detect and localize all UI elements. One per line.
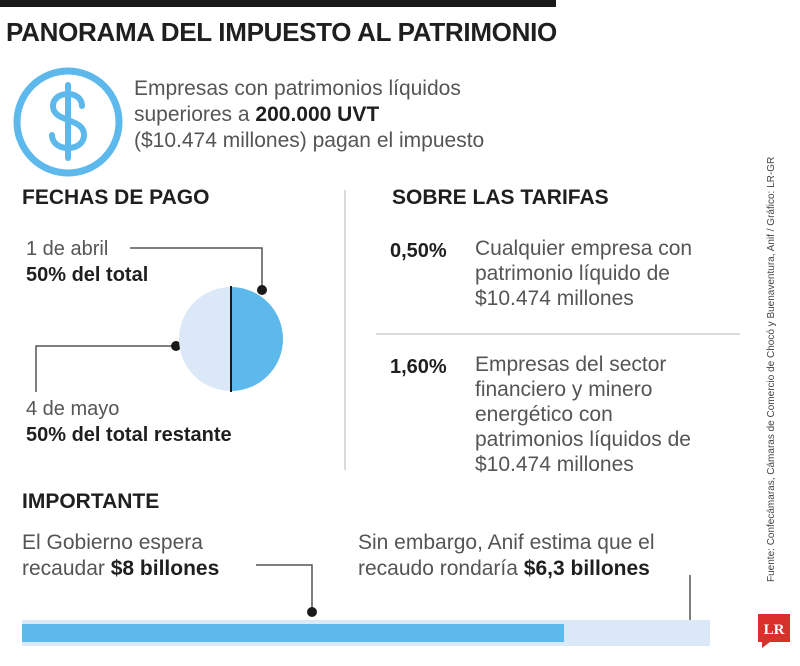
top-bar xyxy=(0,0,556,7)
rate-general-description: Cualquier empresa con patrimonio líquido… xyxy=(475,237,693,310)
anif-bar xyxy=(22,624,564,642)
importante-heading: IMPORTANTE xyxy=(22,490,160,513)
anif-estimate: Sin embargo, Anif estima que el recaudo … xyxy=(358,531,655,580)
intro-line-3: ($10.474 millones) pagan el impuesto xyxy=(134,129,485,152)
source-note: Fuente: Confecámaras, Cámaras de Comerci… xyxy=(766,156,777,582)
tarifas-heading: SOBRE LAS TARIFAS xyxy=(392,186,609,209)
second-payment-label: 4 de mayo 50% del total restante xyxy=(26,398,232,446)
rate-financial: 1,60% xyxy=(390,356,447,378)
dollar-circle-icon xyxy=(13,67,123,177)
lr-logo: LR xyxy=(756,612,792,648)
first-payment-label: 1 de abril 50% del total xyxy=(26,238,149,286)
intro-line-2: superiores a 200.000 UVT xyxy=(134,103,380,126)
page-title: PANORAMA DEL IMPUESTO AL PATRIMONIO xyxy=(6,17,557,47)
rate-financial-description: Empresas del sector financiero y minero … xyxy=(475,353,691,476)
intro-line-1: Empresas con patrimonios líquidos xyxy=(134,77,461,100)
pie-slice-first-payment xyxy=(231,287,283,391)
pie-slice-second-payment xyxy=(179,287,231,391)
payment-pie xyxy=(179,286,283,392)
rate-general: 0,50% xyxy=(390,240,447,262)
government-estimate: El Gobierno espera recaudar $8 billones xyxy=(22,531,220,580)
government-bar xyxy=(22,620,710,646)
svg-text:LR: LR xyxy=(764,622,785,638)
fechas-heading: FECHAS DE PAGO xyxy=(22,186,210,209)
intro-text: Empresas con patrimonios líquidos superi… xyxy=(134,76,484,154)
